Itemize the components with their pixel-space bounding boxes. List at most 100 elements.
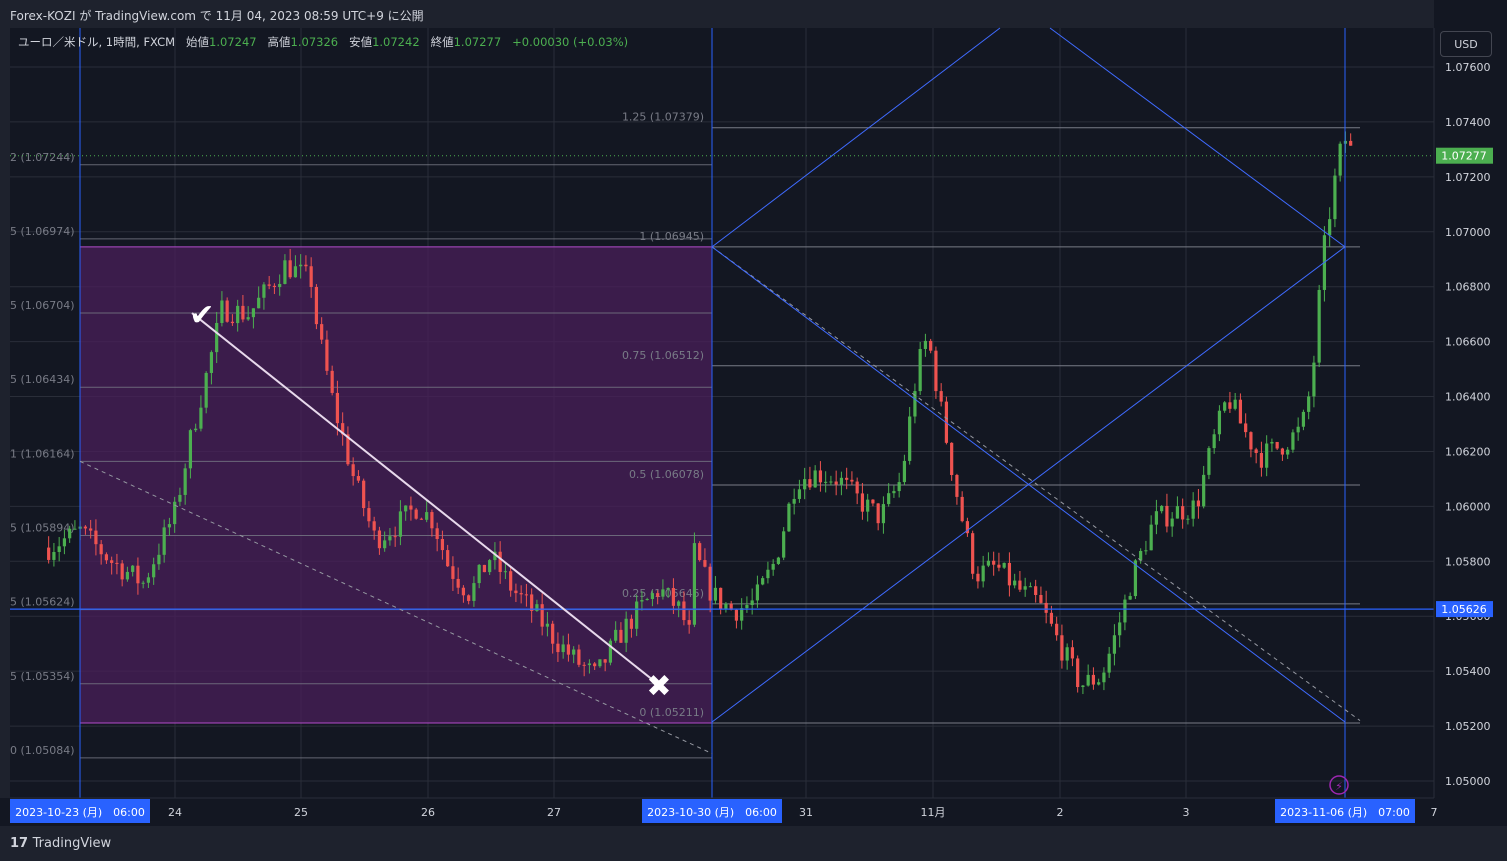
candle-body [724,603,728,609]
candle-body [1207,448,1211,475]
fib-left-label: 5 (1.05624) [10,596,75,609]
currency-button[interactable]: USD [1440,31,1492,57]
candle-body [1312,362,1316,397]
candle-body [503,571,508,573]
candle-body [719,587,723,609]
candle-body [425,512,429,520]
channel-line [1049,27,1346,248]
candle-body [624,618,628,643]
time-marker-label: 2023-10-23 (月) 06:00 [15,806,145,819]
high-value: 1.07326 [290,35,339,49]
candle-body [1112,635,1117,654]
time-tick-label: 31 [799,806,813,819]
candle-body [1196,500,1201,507]
candle-body [813,470,817,488]
candle-body [1275,441,1279,449]
channel-line [711,246,1346,723]
tradingview-icon: 17 [10,836,29,851]
candle-body [771,563,775,570]
candle-body [99,544,103,555]
candle-body [1333,175,1337,220]
time-tick-label: 25 [294,806,308,819]
candle-body [535,604,539,611]
candle-body [782,531,786,558]
candle-body [582,664,586,666]
candle-body [1049,612,1054,624]
candle-body [598,659,602,667]
bolt-icon [1329,775,1349,795]
candle-body [362,480,366,509]
candle-body [1091,674,1096,685]
candle-body [792,498,796,504]
candle-body [1228,402,1232,409]
candle-body [1212,434,1216,449]
candle-body [377,530,382,549]
candle-body [293,266,298,278]
candle-body [997,564,1001,568]
candle-body [1249,432,1253,450]
candle-body [1028,586,1033,588]
candle-body [1123,599,1127,623]
candle-body [976,573,980,582]
candle-body [141,582,145,584]
candle-body [845,477,849,480]
candle-body [1081,685,1085,688]
candle-body [992,560,996,565]
candle-body [902,460,907,483]
candle-body [918,348,922,392]
fib-left-label: 5 (1.06974) [10,225,75,238]
candle-body [446,550,450,567]
candle-body [1328,219,1332,236]
candle-body [430,512,434,529]
candle-body [94,530,98,545]
candle-body [225,300,229,322]
candle-body [236,305,240,324]
current-price-tag [1436,147,1493,164]
candle-body [766,569,770,579]
candle-body [346,434,350,465]
current-price-label: 1.07277 [1441,150,1487,163]
candle-body [1244,423,1248,433]
candle-body [125,571,130,580]
candle-body [1175,506,1180,519]
time-tick-label: 26 [421,806,435,819]
candle-body [330,370,334,393]
candle-body [540,604,544,627]
candle-body [881,504,886,524]
candle-body [566,644,571,655]
candle-body [787,503,791,532]
price-tick-label: 1.06200 [1445,445,1491,458]
channel-line [711,27,1001,248]
candle-body [414,509,418,519]
tradingview-logo[interactable]: 17 TradingView [10,836,111,851]
candle-body [1102,672,1106,683]
candle-body [986,560,991,566]
price-tick-label: 1.05800 [1445,555,1491,568]
candle-body [283,260,287,284]
price-tick-label: 1.07200 [1445,171,1491,184]
candle-body [876,503,880,524]
candle-body [514,590,518,594]
time-marker-tag [1275,799,1415,823]
bolt-glyph: ⚡ [1335,780,1343,793]
candle-body [834,481,838,485]
candle-body [262,284,266,298]
candle-body [157,554,161,565]
candle-body [477,564,481,584]
candle-body [393,536,397,538]
candle-body [83,526,88,529]
candle-body [1144,550,1148,552]
candle-body [304,264,308,267]
candle-body [635,601,639,629]
candle-body [950,442,954,475]
candle-body [1118,622,1122,636]
candle-body [687,620,691,625]
candle-body [73,528,77,530]
candle-body [1128,596,1132,600]
time-tick-label: 2 [1057,806,1064,819]
candle-body [309,266,313,287]
time-marker-label: 2023-11-06 (月) 07:00 [1280,806,1410,819]
candle-body [1270,441,1274,444]
candle-body [335,392,340,424]
